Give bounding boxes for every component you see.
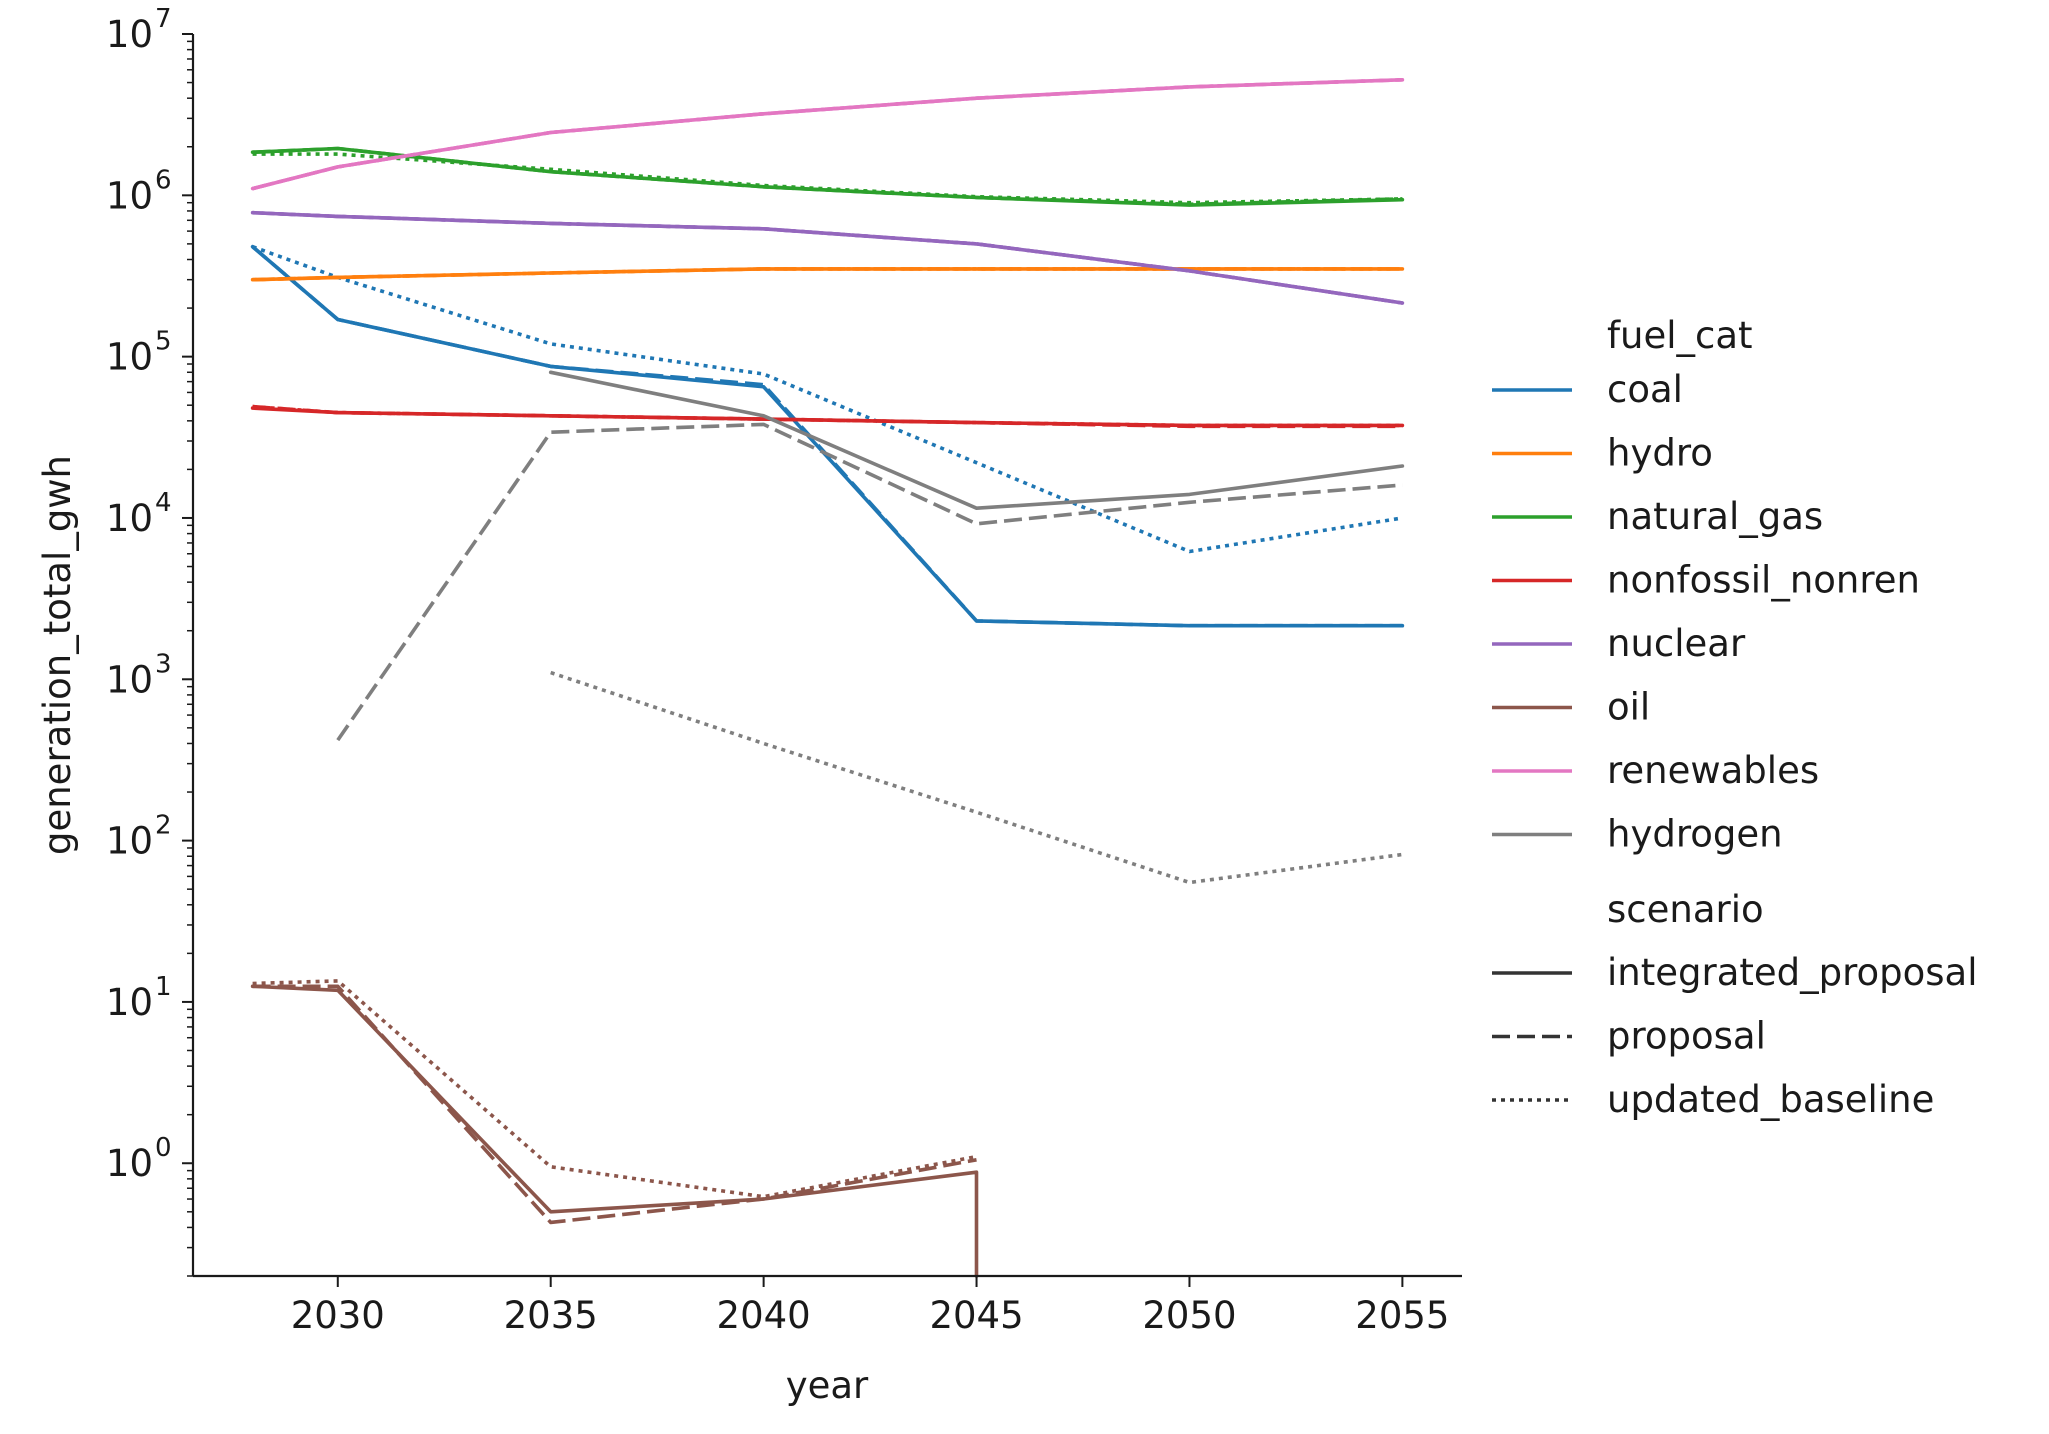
y-tick-label: 10 bbox=[106, 497, 153, 540]
x-tick-label: 2055 bbox=[1355, 1294, 1449, 1337]
series-line-oil-integrated_proposal bbox=[250, 984, 979, 1278]
legend-style-entries: integrated_proposal proposal updated_basel… bbox=[1492, 951, 1978, 1121]
series-line-nuclear-updated_baseline bbox=[252, 210, 1403, 305]
legend-label-hydrogen: hydrogen bbox=[1607, 813, 1783, 856]
legend-label-coal: coal bbox=[1607, 368, 1683, 411]
axes bbox=[191, 34, 1462, 1278]
legend-style-label-integrated_proposal: integrated_proposal bbox=[1607, 951, 1978, 994]
legend-label-nonfossil_nonren: nonfossil_nonren bbox=[1607, 559, 1920, 602]
y-tick-label: 10 bbox=[106, 336, 153, 379]
series-line-coal-proposal bbox=[251, 245, 1403, 628]
x-axis-label: year bbox=[786, 1364, 869, 1407]
y-tick-exponent: 6 bbox=[155, 165, 172, 195]
legend-style-label-updated_baseline: updated_baseline bbox=[1607, 1078, 1934, 1121]
y-tick-exponent: 5 bbox=[155, 327, 172, 357]
legend-hue-entries: coal hydro natural_gas nonfossil_nonrennucl… bbox=[1492, 368, 1920, 856]
series-line-hydrogen-updated_baseline bbox=[550, 670, 1403, 885]
y-tick-label: 10 bbox=[106, 174, 153, 217]
x-ticks: 2030 2035 2040 2045 2050 2055 bbox=[291, 1276, 1449, 1337]
y-tick-exponent: 1 bbox=[155, 972, 172, 1002]
x-tick-label: 2030 bbox=[291, 1294, 385, 1337]
series-line-nuclear-integrated_proposal bbox=[250, 210, 1405, 305]
series-lines bbox=[250, 78, 1405, 1278]
y-axis-label: generation_total_gwh bbox=[36, 455, 79, 855]
series-line-hydro-updated_baseline bbox=[252, 267, 1403, 282]
y-tick-label: 10 bbox=[106, 658, 153, 701]
legend-label-renewables: renewables bbox=[1607, 749, 1819, 792]
series-line-natural_gas-updated_baseline bbox=[252, 152, 1403, 205]
x-tick-label: 2045 bbox=[929, 1294, 1023, 1337]
y-tick-exponent: 0 bbox=[155, 1133, 172, 1163]
y-tick-exponent: 7 bbox=[155, 4, 172, 34]
series-line-natural_gas-integrated_proposal bbox=[250, 146, 1405, 207]
y-tick-exponent: 4 bbox=[155, 488, 172, 518]
legend: fuel_cat coal hydro natural_gas nonfossil_n… bbox=[1492, 314, 1978, 1121]
y-tick-label: 10 bbox=[106, 1142, 153, 1185]
series-line-renewables-proposal bbox=[252, 78, 1403, 191]
series-line-nuclear-proposal bbox=[252, 210, 1403, 305]
legend-hue-title: fuel_cat bbox=[1607, 314, 1753, 357]
series-line-hydrogen-integrated_proposal bbox=[548, 370, 1405, 511]
y-tick-label: 10 bbox=[106, 820, 153, 863]
series-line-renewables-updated_baseline bbox=[252, 78, 1403, 191]
series-line-hydrogen-proposal bbox=[336, 422, 1403, 742]
y-tick-label: 10 bbox=[106, 981, 153, 1024]
y-tick-label: 10 bbox=[106, 13, 153, 56]
legend-style-title: scenario bbox=[1607, 888, 1764, 931]
series-line-renewables-integrated_proposal bbox=[250, 78, 1405, 191]
legend-label-hydro: hydro bbox=[1607, 432, 1713, 475]
y-tick-exponent: 2 bbox=[155, 811, 172, 841]
y-tick-exponent: 3 bbox=[155, 649, 172, 679]
legend-style-label-proposal: proposal bbox=[1607, 1015, 1766, 1058]
series-line-nonfossil_nonren-integrated_proposal bbox=[250, 406, 1405, 428]
legend-label-nuclear: nuclear bbox=[1607, 622, 1746, 665]
series-line-oil-proposal bbox=[252, 984, 977, 1225]
legend-label-oil: oil bbox=[1607, 686, 1650, 729]
x-tick-label: 2040 bbox=[717, 1294, 811, 1337]
legend-label-natural_gas: natural_gas bbox=[1607, 495, 1823, 538]
series-line-coal-updated_baseline bbox=[251, 245, 1403, 554]
series-line-nonfossil_nonren-proposal bbox=[252, 404, 1403, 429]
series-line-oil-updated_baseline bbox=[252, 979, 977, 1199]
x-tick-label: 2050 bbox=[1142, 1294, 1236, 1337]
series-line-nonfossil_nonren-updated_baseline bbox=[252, 404, 1403, 428]
x-tick-label: 2035 bbox=[504, 1294, 598, 1337]
